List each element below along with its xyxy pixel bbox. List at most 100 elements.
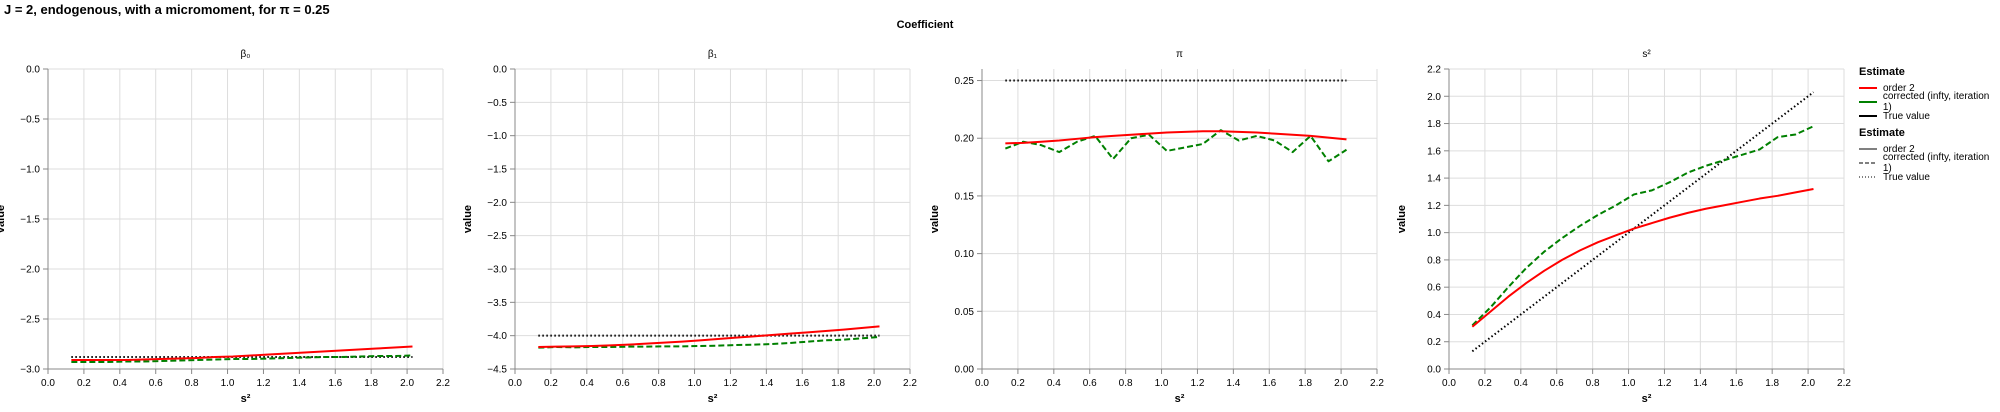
x-tick-label: 0.2	[544, 378, 558, 389]
series-line-corrected-infty-iteration-1	[71, 354, 413, 363]
x-tick-label: 1.0	[688, 378, 702, 389]
x-tick-label: 1.4	[292, 378, 306, 389]
y-tick-label: −0.5	[20, 115, 40, 126]
legend-title: Estimate	[1859, 127, 1905, 139]
x-tick-label: 1.8	[1765, 378, 1779, 389]
x-tick-label: 0.4	[1047, 378, 1061, 389]
x-tick-label: 0.8	[652, 378, 666, 389]
x-tick-label: 0.0	[975, 378, 989, 389]
y-axis-title: value	[1396, 205, 1408, 233]
series-line-corrected-infty-iteration-1	[1471, 125, 1814, 327]
x-tick-label: 1.2	[1658, 378, 1672, 389]
legend-label: corrected (infty, iteration 1)	[1882, 91, 1990, 113]
y-tick-label: 0.0	[493, 65, 507, 76]
x-tick-label: 0.6	[1550, 378, 1564, 389]
y-tick-label: 0.4	[1427, 310, 1441, 321]
series-line-order-2	[1005, 130, 1347, 145]
x-tick-label: 2.2	[1370, 378, 1384, 389]
x-axis-title: s²	[241, 393, 251, 405]
y-tick-label: −3.5	[487, 298, 507, 309]
legend-label: corrected (infty, iteration 1)	[1882, 152, 1990, 174]
panel-title: s²	[1642, 49, 1651, 60]
x-tick-label: 1.6	[795, 378, 809, 389]
x-tick-label: 1.2	[724, 378, 738, 389]
x-tick-label: 0.0	[1442, 378, 1456, 389]
y-tick-label: −1.5	[20, 215, 40, 226]
x-tick-label: 1.6	[1729, 378, 1743, 389]
legend-color: Estimate order 2 corrected (infty, itera…	[1859, 66, 2000, 123]
x-tick-label: 0.8	[185, 378, 199, 389]
y-tick-label: 0.00	[955, 365, 975, 376]
legend-item-order2: order 2	[1859, 81, 2000, 95]
legend-label: order 2	[1883, 82, 1915, 94]
legend-label: True value	[1883, 171, 1930, 183]
legend-dash: Estimate order 2 corrected (infty, itera…	[1859, 127, 2000, 184]
y-tick-label: 0.10	[955, 249, 975, 260]
y-tick-label: 1.0	[1427, 228, 1441, 239]
x-tick-label: 0.2	[1478, 378, 1492, 389]
x-tick-label: 1.4	[1693, 378, 1707, 389]
x-tick-label: 1.2	[1191, 378, 1205, 389]
legend-swatch	[1859, 148, 1877, 150]
legend-item-corrected-dash: corrected (infty, iteration 1)	[1859, 152, 2000, 174]
panel-title: π	[1176, 49, 1183, 60]
x-tick-label: 1.8	[364, 378, 378, 389]
x-tick-label: 1.0	[221, 378, 235, 389]
x-tick-label: 1.4	[1226, 378, 1240, 389]
x-tick-label: 0.4	[1514, 378, 1528, 389]
x-axis-title: s²	[1642, 393, 1652, 405]
legend-title: Estimate	[1859, 66, 1905, 78]
y-tick-label: −0.5	[487, 98, 507, 109]
y-tick-label: −2.5	[20, 315, 40, 326]
legend-swatch	[1859, 101, 1877, 103]
x-axis-title: s²	[1175, 393, 1185, 405]
y-tick-label: 2.0	[1427, 92, 1441, 103]
y-tick-label: 1.4	[1427, 174, 1441, 185]
figure-title: J = 2, endogenous, with a micromoment, f…	[4, 2, 330, 17]
y-axis-title: value	[929, 205, 941, 233]
legend-item-corrected: corrected (infty, iteration 1)	[1859, 91, 2000, 113]
x-tick-label: 1.0	[1155, 378, 1169, 389]
y-tick-label: 0.6	[1427, 283, 1441, 294]
legend-swatch	[1859, 176, 1877, 178]
x-tick-label: 0.6	[1083, 378, 1097, 389]
x-tick-label: 2.2	[903, 378, 917, 389]
x-tick-label: 2.2	[1837, 378, 1851, 389]
y-tick-label: −2.5	[487, 231, 507, 242]
y-tick-label: 0.0	[1427, 365, 1441, 376]
y-tick-label: −2.0	[487, 198, 507, 209]
y-tick-label: −3.0	[20, 365, 40, 376]
x-tick-label: 2.0	[867, 378, 881, 389]
y-tick-label: −1.0	[20, 165, 40, 176]
x-tick-label: 0.0	[41, 378, 55, 389]
y-tick-label: 0.15	[955, 191, 975, 202]
series-line-true-value	[1471, 91, 1815, 353]
panel-title: β₁	[708, 49, 718, 60]
panel-title: β₀	[241, 49, 251, 60]
x-tick-label: 2.0	[1334, 378, 1348, 389]
y-tick-label: −4.0	[487, 331, 507, 342]
y-tick-label: −1.0	[487, 131, 507, 142]
y-tick-label: 1.2	[1427, 201, 1441, 212]
x-tick-label: 0.0	[508, 378, 522, 389]
x-tick-label: 0.2	[77, 378, 91, 389]
y-tick-label: 0.8	[1427, 255, 1441, 266]
y-tick-label: −1.5	[487, 165, 507, 176]
x-tick-label: 0.6	[616, 378, 630, 389]
x-tick-label: 1.0	[1622, 378, 1636, 389]
legend-swatch	[1859, 87, 1877, 89]
y-tick-label: 2.2	[1427, 65, 1441, 76]
x-tick-label: 0.6	[149, 378, 163, 389]
y-axis-title: value	[0, 205, 7, 233]
x-tick-label: 1.8	[1298, 378, 1312, 389]
x-tick-label: 0.8	[1119, 378, 1133, 389]
legend-label: True value	[1883, 110, 1930, 122]
legend-label: order 2	[1883, 143, 1915, 155]
x-tick-label: 0.4	[580, 378, 594, 389]
x-tick-label: 1.4	[759, 378, 773, 389]
legend-item-true-value-dash: True value	[1859, 170, 2000, 184]
legend-swatch	[1859, 162, 1877, 164]
x-tick-label: 1.6	[328, 378, 342, 389]
x-tick-label: 0.8	[1586, 378, 1600, 389]
